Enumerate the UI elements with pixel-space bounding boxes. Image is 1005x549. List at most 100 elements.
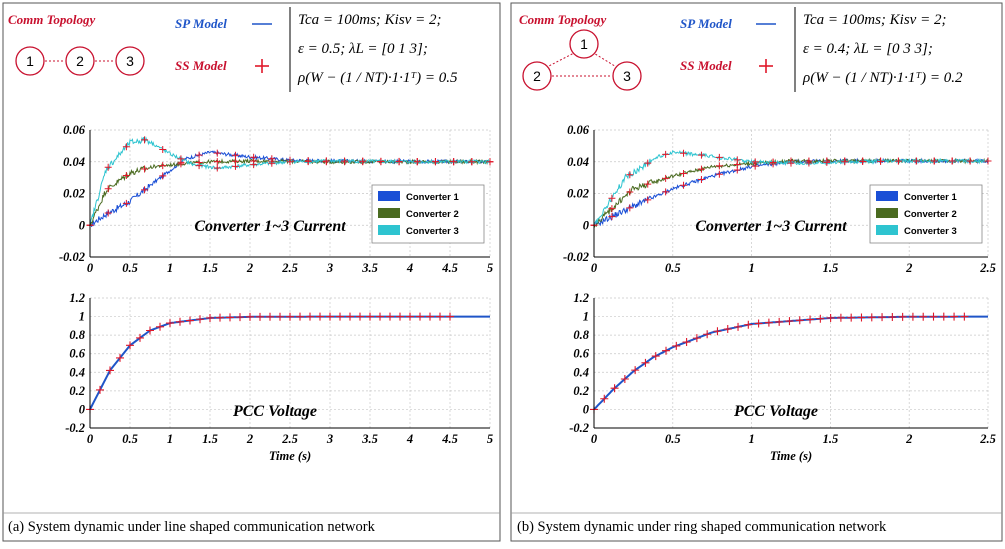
ss-marker [346,312,354,321]
ss-marker [286,158,294,166]
y-tick-label: 1.2 [573,291,589,305]
y-tick-label: 0.6 [573,347,589,361]
ss-marker [436,312,444,321]
legend-swatch [378,191,400,201]
ss-marker [250,161,258,169]
ss-marker [395,158,403,166]
ss-marker [413,158,421,166]
ss-marker [195,151,203,159]
ss-marker [216,313,224,322]
x-axis-title: Time (s) [269,449,311,463]
ss-marker [680,181,688,189]
ss-marker [608,205,616,213]
ss-marker [929,312,938,321]
x-tick-label: 0.5 [122,432,138,446]
ss-marker [104,209,112,217]
x-tick-label: 2.5 [979,432,996,446]
ss-marker [136,333,144,342]
ss-marker [948,157,956,165]
ss-marker [304,157,312,165]
ss-marker [246,312,254,321]
ss-marker [908,312,917,321]
panel-a-topology-diagram: 1 2 3 [15,46,145,76]
ss-marker [96,385,104,394]
legend-swatch [378,208,400,218]
ss-marker [366,312,374,321]
legend-label: Converter 2 [406,209,459,220]
x-tick-label: 1.5 [202,261,218,275]
ss-marker [176,317,184,326]
y-tick-label: 0.04 [63,155,85,169]
y-tick-label: -0.2 [569,421,589,435]
panel-a-border [2,2,501,542]
legend-swatch [378,225,400,235]
ss-marker [950,312,959,321]
topology-node-label: 1 [26,53,34,69]
y-tick-label: 0.4 [69,365,85,379]
x-tick-label: 1 [167,432,173,446]
ss-marker [644,196,652,204]
topology-node-label: 3 [623,68,631,84]
ss-marker [626,171,634,179]
x-tick-label: 0.5 [665,432,681,446]
ss-model-plus-icon [759,59,773,73]
ss-model-label: SS Model [175,58,227,73]
x-tick-label: 1.5 [202,432,218,446]
ss-marker [256,312,264,321]
legend-label: Converter 1 [406,192,460,203]
ss-marker [713,327,722,336]
topology-node-label: 1 [580,36,588,52]
plot-title: Converter 1~3 Current [194,218,346,235]
legend-swatch [876,208,898,218]
x-tick-label: 0 [591,432,598,446]
ss-marker [715,162,723,170]
ss-marker [816,314,825,323]
ss-marker [322,157,330,165]
ss-marker [159,162,167,170]
ss-marker [326,312,334,321]
ss-marker [867,313,876,322]
ss-marker [426,312,434,321]
y-tick-label: 0.02 [567,187,589,201]
ss-marker [386,312,394,321]
ss-marker [734,322,743,331]
ss-marker [939,312,948,321]
ss-marker [356,312,364,321]
ss-marker [697,165,705,173]
ss-marker [644,180,652,188]
ss-marker [341,157,349,165]
ss-marker [878,313,887,322]
ss-marker [620,375,629,384]
topology-node [65,46,95,76]
ss-marker [841,158,849,166]
ss-marker [703,330,712,339]
ss-marker [697,176,705,184]
ss-marker [196,315,204,324]
y-tick-label: 0 [583,402,590,416]
ss-marker [122,199,130,207]
ss-marker [141,186,149,194]
x-tick-label: 1 [748,261,754,275]
x-tick-label: 2 [246,261,253,275]
y-tick-label: 0 [79,218,86,232]
ss-marker [231,162,239,170]
y-tick-label: 0.04 [567,155,589,169]
topology-node-label: 3 [126,53,134,69]
ss-marker [769,158,777,166]
ss-marker [450,158,458,166]
x-tick-label: 0 [87,432,94,446]
ss-marker [847,313,856,322]
ss-marker [644,159,652,167]
ss-marker [857,313,866,322]
panel-a-caption: (a) System dynamic under line shaped com… [8,519,376,535]
ss-marker [662,150,670,158]
ss-marker [680,169,688,177]
formula-line-1: Tca = 100ms; Kisv = 2; [298,12,441,28]
ss-marker [486,158,494,166]
panel-b-border [510,2,1003,542]
x-tick-label: 1.5 [823,432,839,446]
x-tick-label: 1 [167,261,173,275]
ss-marker [723,325,732,334]
topology-node-label: 2 [76,53,84,69]
